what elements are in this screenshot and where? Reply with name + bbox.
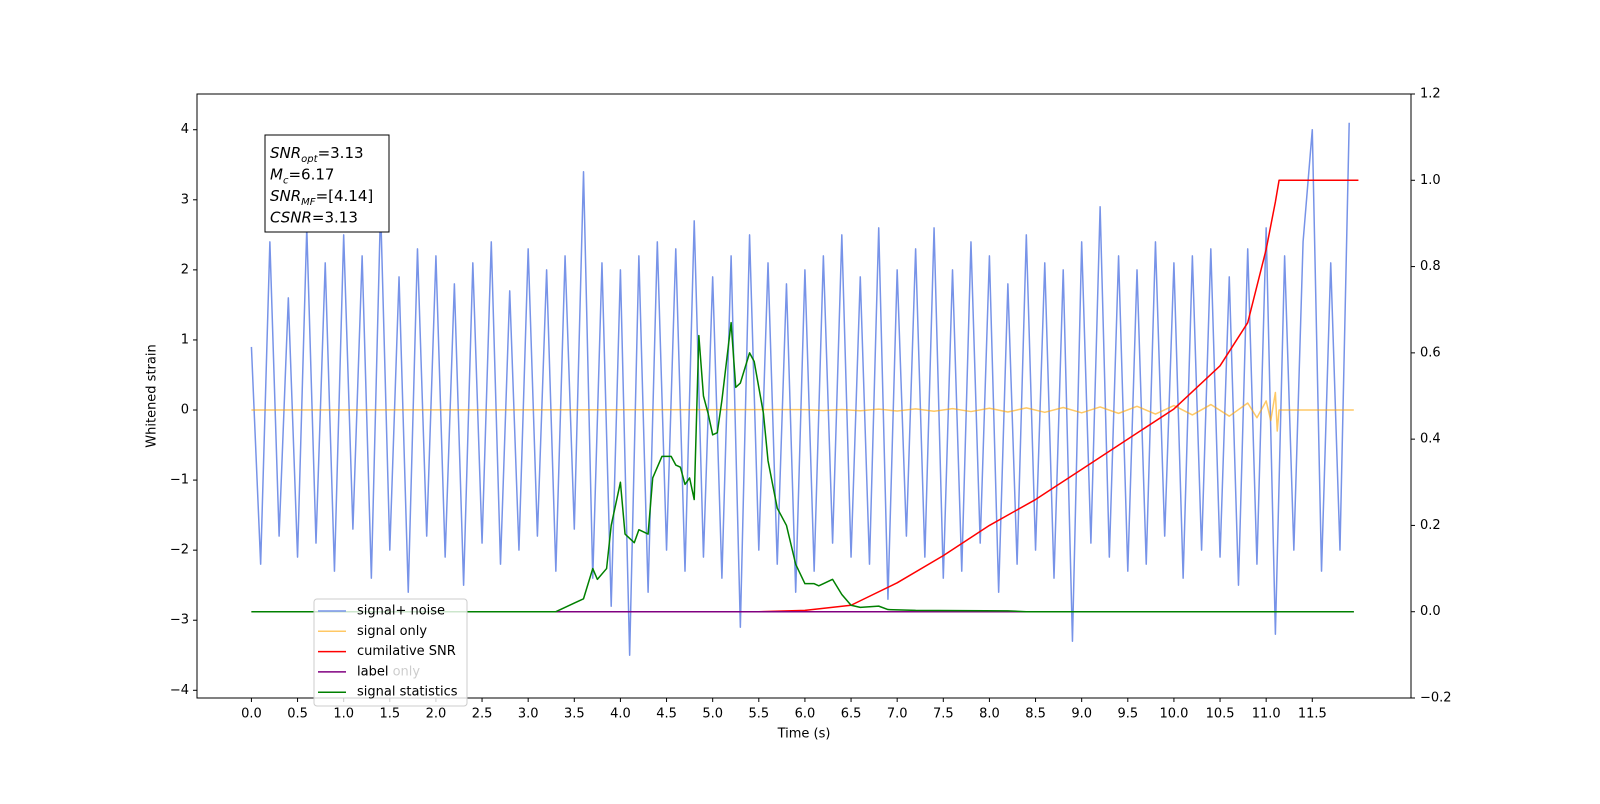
- annotation-sub: opt: [301, 154, 318, 165]
- x-tick-label: 1.5: [379, 707, 400, 722]
- x-tick-label: 6.0: [795, 707, 816, 722]
- y-tick-label: −2: [170, 543, 189, 558]
- y2-tick-label: 0.2: [1420, 518, 1441, 533]
- x-tick-label: 10.0: [1159, 707, 1188, 722]
- x-tick-label: 3.5: [564, 707, 585, 722]
- x-tick-label: 2.0: [426, 707, 447, 722]
- y-tick-label: 4: [181, 122, 189, 137]
- legend-label: signal statistics: [357, 685, 458, 700]
- x-tick-label: 9.5: [1117, 707, 1138, 722]
- x-tick-label: 10.5: [1206, 707, 1235, 722]
- y2-tick-label: 0.8: [1420, 259, 1441, 274]
- annotation-value: =3.13: [312, 208, 358, 226]
- y2-tick-label: 1.2: [1420, 87, 1441, 102]
- y2-tick-label: −0.2: [1420, 691, 1452, 706]
- x-tick-label: 5.0: [702, 707, 723, 722]
- y-tick-label: 3: [181, 192, 189, 207]
- annotation-value: =6.17: [288, 165, 334, 183]
- annotation-value: =3.13: [318, 144, 364, 162]
- annotation-sub: MF: [301, 197, 316, 208]
- x-tick-label: 7.0: [887, 707, 908, 722]
- annotation-var: SNR: [270, 187, 301, 205]
- x-tick-label: 7.5: [933, 707, 954, 722]
- x-tick-label: 1.0: [333, 707, 354, 722]
- annotation-var: M: [270, 165, 283, 183]
- x-tick-label: 8.0: [979, 707, 1000, 722]
- y-tick-label: 0: [181, 403, 189, 418]
- legend-label: label: [357, 664, 388, 679]
- annotation-value: =[4.14]: [316, 187, 374, 205]
- x-tick-label: 11.5: [1298, 707, 1327, 722]
- annotation-line: SNRMF=[4.14]: [270, 187, 373, 208]
- x-axis-label: Time (s): [777, 727, 831, 742]
- annotation-var: SNR: [270, 144, 301, 162]
- legend-label: signal+ noise: [357, 604, 445, 619]
- y2-tick-label: 0.4: [1420, 432, 1441, 447]
- annotation-line: CSNR=3.13: [270, 208, 358, 226]
- annotation-line: SNRopt=3.13: [270, 144, 364, 165]
- legend-label: cumilative SNR: [357, 644, 456, 659]
- x-tick-label: 0.0: [241, 707, 262, 722]
- y-tick-label: −1: [170, 473, 189, 488]
- annotation-box: [264, 134, 390, 233]
- y-tick-label: 1: [181, 332, 189, 347]
- annotation-var: CSNR: [270, 208, 312, 226]
- series-line: [251, 391, 1354, 432]
- x-tick-label: 3.0: [518, 707, 539, 722]
- y2-tick-label: 0.0: [1420, 604, 1441, 619]
- x-tick-label: 4.5: [656, 707, 677, 722]
- axes-frame: [196, 93, 1412, 699]
- annotation-sub: c: [283, 175, 289, 186]
- x-tick-label: 9.0: [1071, 707, 1092, 722]
- y2-tick-label: 1.0: [1420, 173, 1441, 188]
- legend-label: signal only: [357, 624, 427, 639]
- legend-box: [313, 598, 468, 707]
- annotation-line: Mc=6.17: [270, 165, 334, 186]
- y-tick-label: 2: [181, 262, 189, 277]
- y-axis-label: Whitened strain: [145, 344, 160, 447]
- x-tick-label: 11.0: [1252, 707, 1281, 722]
- x-tick-label: 5.5: [748, 707, 769, 722]
- series-line: [251, 179, 1359, 613]
- x-tick-label: 6.5: [841, 707, 862, 722]
- x-tick-label: 8.5: [1025, 707, 1046, 722]
- y-tick-label: −4: [170, 683, 189, 698]
- y-tick-label: −3: [170, 613, 189, 628]
- y2-tick-label: 0.6: [1420, 345, 1441, 360]
- series-line: [251, 321, 1354, 613]
- x-tick-label: 2.5: [472, 707, 493, 722]
- x-tick-label: 0.5: [287, 707, 308, 722]
- series-line: [250, 122, 1350, 657]
- x-tick-label: 4.0: [610, 707, 631, 722]
- plot-area: [250, 122, 1359, 657]
